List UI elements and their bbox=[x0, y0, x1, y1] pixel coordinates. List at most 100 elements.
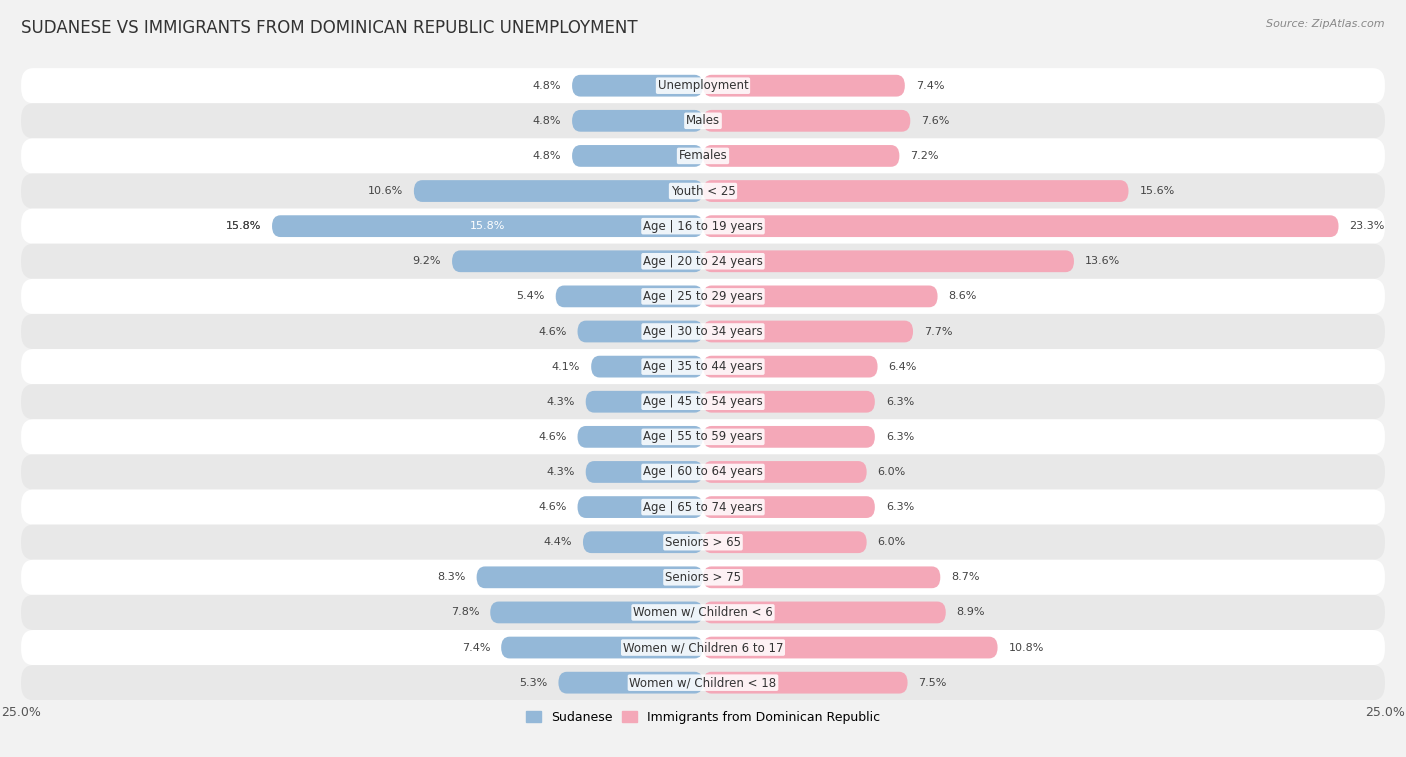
FancyBboxPatch shape bbox=[572, 75, 703, 97]
FancyBboxPatch shape bbox=[21, 525, 1385, 559]
FancyBboxPatch shape bbox=[703, 321, 912, 342]
FancyBboxPatch shape bbox=[271, 215, 703, 237]
FancyBboxPatch shape bbox=[21, 314, 1385, 349]
Text: 8.6%: 8.6% bbox=[949, 291, 977, 301]
Text: 7.2%: 7.2% bbox=[910, 151, 939, 161]
Text: 8.3%: 8.3% bbox=[437, 572, 465, 582]
FancyBboxPatch shape bbox=[703, 496, 875, 518]
Text: 5.3%: 5.3% bbox=[519, 678, 547, 687]
FancyBboxPatch shape bbox=[21, 103, 1385, 139]
Text: Age | 45 to 54 years: Age | 45 to 54 years bbox=[643, 395, 763, 408]
Text: Age | 30 to 34 years: Age | 30 to 34 years bbox=[643, 325, 763, 338]
Text: 15.8%: 15.8% bbox=[226, 221, 262, 231]
FancyBboxPatch shape bbox=[703, 180, 1129, 202]
Text: Age | 25 to 29 years: Age | 25 to 29 years bbox=[643, 290, 763, 303]
Text: 7.8%: 7.8% bbox=[451, 607, 479, 618]
Text: 4.3%: 4.3% bbox=[547, 397, 575, 407]
Text: Seniors > 65: Seniors > 65 bbox=[665, 536, 741, 549]
Text: 6.3%: 6.3% bbox=[886, 431, 914, 442]
FancyBboxPatch shape bbox=[572, 110, 703, 132]
Text: 6.3%: 6.3% bbox=[886, 502, 914, 512]
FancyBboxPatch shape bbox=[578, 426, 703, 447]
FancyBboxPatch shape bbox=[21, 209, 1385, 244]
Legend: Sudanese, Immigrants from Dominican Republic: Sudanese, Immigrants from Dominican Repu… bbox=[520, 706, 886, 729]
Text: Age | 55 to 59 years: Age | 55 to 59 years bbox=[643, 430, 763, 444]
FancyBboxPatch shape bbox=[583, 531, 703, 553]
FancyBboxPatch shape bbox=[21, 279, 1385, 314]
Text: Women w/ Children < 18: Women w/ Children < 18 bbox=[630, 676, 776, 689]
FancyBboxPatch shape bbox=[586, 461, 703, 483]
FancyBboxPatch shape bbox=[703, 671, 908, 693]
FancyBboxPatch shape bbox=[703, 461, 866, 483]
Text: 10.6%: 10.6% bbox=[368, 186, 404, 196]
Text: 15.8%: 15.8% bbox=[470, 221, 505, 231]
FancyBboxPatch shape bbox=[21, 349, 1385, 385]
FancyBboxPatch shape bbox=[21, 490, 1385, 525]
FancyBboxPatch shape bbox=[21, 68, 1385, 103]
Text: 4.1%: 4.1% bbox=[553, 362, 581, 372]
FancyBboxPatch shape bbox=[21, 454, 1385, 490]
Text: 10.8%: 10.8% bbox=[1008, 643, 1043, 653]
FancyBboxPatch shape bbox=[703, 75, 905, 97]
Text: 4.8%: 4.8% bbox=[533, 81, 561, 91]
FancyBboxPatch shape bbox=[703, 215, 1339, 237]
FancyBboxPatch shape bbox=[703, 637, 998, 659]
FancyBboxPatch shape bbox=[21, 385, 1385, 419]
FancyBboxPatch shape bbox=[413, 180, 703, 202]
FancyBboxPatch shape bbox=[578, 496, 703, 518]
Text: 7.7%: 7.7% bbox=[924, 326, 952, 337]
FancyBboxPatch shape bbox=[558, 671, 703, 693]
FancyBboxPatch shape bbox=[572, 145, 703, 167]
Text: Women w/ Children 6 to 17: Women w/ Children 6 to 17 bbox=[623, 641, 783, 654]
Text: 13.6%: 13.6% bbox=[1085, 257, 1121, 266]
Text: Age | 65 to 74 years: Age | 65 to 74 years bbox=[643, 500, 763, 513]
Text: Age | 16 to 19 years: Age | 16 to 19 years bbox=[643, 220, 763, 232]
FancyBboxPatch shape bbox=[703, 285, 938, 307]
Text: 4.6%: 4.6% bbox=[538, 502, 567, 512]
Text: 6.3%: 6.3% bbox=[886, 397, 914, 407]
FancyBboxPatch shape bbox=[21, 244, 1385, 279]
FancyBboxPatch shape bbox=[21, 630, 1385, 665]
Text: 4.6%: 4.6% bbox=[538, 326, 567, 337]
FancyBboxPatch shape bbox=[703, 531, 866, 553]
FancyBboxPatch shape bbox=[21, 419, 1385, 454]
Text: 7.5%: 7.5% bbox=[918, 678, 946, 687]
Text: 4.4%: 4.4% bbox=[544, 537, 572, 547]
FancyBboxPatch shape bbox=[703, 145, 900, 167]
FancyBboxPatch shape bbox=[703, 391, 875, 413]
FancyBboxPatch shape bbox=[477, 566, 703, 588]
FancyBboxPatch shape bbox=[501, 637, 703, 659]
FancyBboxPatch shape bbox=[491, 602, 703, 623]
Text: 9.2%: 9.2% bbox=[412, 257, 441, 266]
Text: 4.6%: 4.6% bbox=[538, 431, 567, 442]
Text: Females: Females bbox=[679, 149, 727, 163]
Text: 7.4%: 7.4% bbox=[915, 81, 945, 91]
Text: 23.3%: 23.3% bbox=[1350, 221, 1385, 231]
Text: 8.7%: 8.7% bbox=[952, 572, 980, 582]
Text: Age | 20 to 24 years: Age | 20 to 24 years bbox=[643, 255, 763, 268]
Text: SUDANESE VS IMMIGRANTS FROM DOMINICAN REPUBLIC UNEMPLOYMENT: SUDANESE VS IMMIGRANTS FROM DOMINICAN RE… bbox=[21, 19, 638, 37]
FancyBboxPatch shape bbox=[578, 321, 703, 342]
FancyBboxPatch shape bbox=[703, 566, 941, 588]
Text: 8.9%: 8.9% bbox=[956, 607, 986, 618]
FancyBboxPatch shape bbox=[703, 356, 877, 378]
Text: 4.3%: 4.3% bbox=[547, 467, 575, 477]
FancyBboxPatch shape bbox=[703, 602, 946, 623]
Text: 5.4%: 5.4% bbox=[516, 291, 544, 301]
Text: Women w/ Children < 6: Women w/ Children < 6 bbox=[633, 606, 773, 619]
FancyBboxPatch shape bbox=[453, 251, 703, 273]
Text: Source: ZipAtlas.com: Source: ZipAtlas.com bbox=[1267, 19, 1385, 29]
Text: 4.8%: 4.8% bbox=[533, 151, 561, 161]
FancyBboxPatch shape bbox=[703, 251, 1074, 273]
Text: Youth < 25: Youth < 25 bbox=[671, 185, 735, 198]
Text: 6.0%: 6.0% bbox=[877, 537, 905, 547]
FancyBboxPatch shape bbox=[586, 391, 703, 413]
Text: Unemployment: Unemployment bbox=[658, 79, 748, 92]
Text: 6.0%: 6.0% bbox=[877, 467, 905, 477]
FancyBboxPatch shape bbox=[21, 139, 1385, 173]
Text: 7.6%: 7.6% bbox=[921, 116, 949, 126]
FancyBboxPatch shape bbox=[555, 285, 703, 307]
FancyBboxPatch shape bbox=[591, 356, 703, 378]
Text: Age | 60 to 64 years: Age | 60 to 64 years bbox=[643, 466, 763, 478]
FancyBboxPatch shape bbox=[21, 595, 1385, 630]
